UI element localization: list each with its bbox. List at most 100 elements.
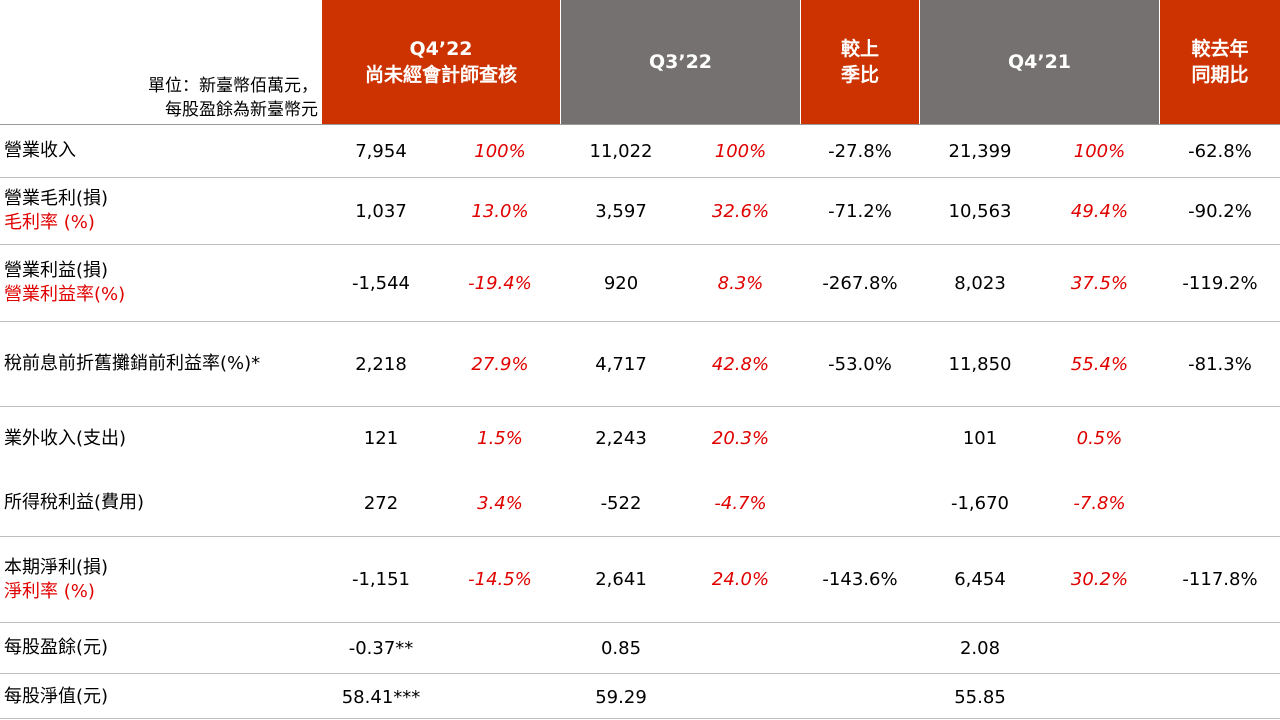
q3-22-percent (681, 674, 800, 720)
q3-22-percent: 8.3% (717, 272, 764, 294)
q4-21-percent: 0.5% (1076, 428, 1123, 449)
row-sublabel: 毛利率 (%) (4, 212, 95, 233)
q3-22-percent: 42.8% (711, 353, 770, 375)
q4-21-percent: 49.4% (1070, 200, 1129, 222)
row-divider (0, 536, 1280, 537)
header-q4-21: Q4’21 (920, 0, 1159, 124)
q4-22-percent: 13.0% (471, 200, 529, 222)
row-label-text: 每股盈餘(元) (4, 637, 109, 658)
yoy-value: -81.3% (1188, 353, 1252, 375)
row-label-text: 本期淨利(損) (4, 556, 109, 578)
qoq-value: -53.0% (828, 353, 892, 375)
q3-22-percent: 24.0% (711, 569, 770, 590)
header-yoy: 較去年 同期比 (1160, 0, 1280, 124)
header-q4-21-title: Q4’21 (1007, 51, 1072, 73)
row-divider (0, 673, 1280, 674)
q4-21-percent: 55.4% (1070, 353, 1129, 375)
q3-22-value: 59.29 (595, 686, 647, 708)
table-row: 本期淨利(損) 淨利率 (%) -1,151 -14.5% 2,641 24.0… (0, 537, 1280, 622)
q3-22-value: 920 (603, 272, 639, 294)
q4-22-percent: 1.5% (477, 428, 523, 449)
q4-21-value: 55.85 (954, 686, 1006, 708)
row-label: 所得稅利益(費用) (4, 470, 144, 536)
yoy-value: -119.2% (1182, 272, 1258, 294)
yoy-value (1160, 407, 1280, 470)
q3-22-value: 0.85 (600, 637, 642, 659)
q4-22-percent (440, 623, 560, 673)
row-label: 營業利益(損) 營業利益率(%) (4, 245, 125, 321)
row-label-text: 營業毛利(損) (4, 188, 109, 209)
q3-22-value: 3,597 (595, 200, 647, 222)
header-q3-22-title: Q3’22 (648, 51, 713, 73)
table-row: 稅前息前折舊攤銷前利益率(%)* 2,218 27.9% 4,717 42.8%… (0, 322, 1280, 406)
unit-note-line2: 每股盈餘為新臺幣元 (165, 100, 318, 120)
q3-22-value: 2,641 (595, 569, 647, 590)
yoy-value: -90.2% (1188, 200, 1252, 222)
row-label-text: 稅前息前折舊攤銷前利益率(%)* (4, 353, 261, 374)
q4-22-percent: 100% (474, 140, 526, 162)
yoy-value: -62.8% (1188, 140, 1252, 162)
q4-22-percent: 3.4% (477, 492, 523, 514)
row-label-text: 每股淨值(元) (4, 686, 109, 707)
header-qoq: 較上 季比 (801, 0, 919, 124)
header-q4-22: Q4’22 尚未經會計師查核 (322, 0, 560, 124)
table-row: 業外收入(支出) 121 1.5% 2,243 20.3% 101 0.5% (0, 407, 1280, 470)
table-row: 每股淨值(元) 58.41*** 59.29 55.85 (0, 674, 1280, 720)
unit-note: 單位：新臺幣佰萬元， 每股盈餘為新臺幣元 (0, 0, 318, 124)
table-row: 營業毛利(損) 毛利率 (%) 1,037 13.0% 3,597 32.6% … (0, 178, 1280, 244)
yoy-value (1160, 623, 1280, 673)
q4-21-value: 21,399 (948, 140, 1012, 162)
q4-21-percent: 30.2% (1070, 569, 1129, 590)
q4-21-value: 8,023 (954, 272, 1006, 294)
qoq-value (801, 407, 919, 470)
row-divider (0, 177, 1280, 178)
row-label: 業外收入(支出) (4, 407, 126, 470)
q4-22-percent (440, 674, 560, 720)
q4-22-value: 7,954 (355, 140, 407, 162)
row-divider (0, 321, 1280, 322)
qoq-value (801, 623, 919, 673)
q3-22-value: 4,717 (595, 353, 647, 375)
table-row: 營業利益(損) 營業利益率(%) -1,544 -19.4% 920 8.3% … (0, 245, 1280, 321)
row-sublabel: 營業利益率(%) (4, 284, 126, 305)
q4-21-value: 101 (962, 428, 998, 449)
header-yoy-line2: 同期比 (1191, 64, 1249, 86)
header-qoq-line2: 季比 (840, 64, 879, 86)
q4-21-value: 6,454 (954, 569, 1006, 590)
q4-21-value: 11,850 (948, 353, 1012, 375)
row-label-text: 營業收入 (4, 140, 76, 161)
q4-22-value: -1,151 (351, 569, 411, 590)
q4-22-value: 1,037 (355, 200, 407, 222)
yoy-value (1160, 674, 1280, 720)
q4-21-value: 10,563 (948, 200, 1012, 222)
row-label: 營業毛利(損) 毛利率 (%) (4, 178, 108, 244)
table-row: 每股盈餘(元) -0.37** 0.85 2.08 (0, 623, 1280, 673)
row-label: 每股盈餘(元) (4, 623, 108, 673)
qoq-value: -143.6% (822, 569, 898, 590)
yoy-value (1160, 470, 1280, 536)
q4-22-value: 58.41*** (341, 686, 421, 708)
q4-22-percent: -14.5% (468, 569, 532, 590)
row-divider (0, 406, 1280, 407)
q4-22-percent: 27.9% (471, 353, 529, 375)
q4-21-percent: -7.8% (1073, 492, 1126, 514)
header-q3-22: Q3’22 (561, 0, 800, 124)
q3-22-value: 2,243 (595, 428, 647, 449)
q3-22-percent: -4.7% (714, 492, 767, 514)
qoq-value: -267.8% (822, 272, 898, 294)
q4-21-value: 2.08 (959, 637, 1001, 659)
table-row: 營業收入 7,954 100% 11,022 100% -27.8% 21,39… (0, 125, 1280, 177)
qoq-value (801, 674, 919, 720)
row-label-text: 業外收入(支出) (4, 427, 127, 449)
row-label: 營業收入 (4, 125, 76, 177)
q4-22-value: -0.37** (348, 637, 414, 659)
row-divider (0, 244, 1280, 245)
q4-21-percent (1040, 674, 1159, 720)
row-label: 本期淨利(損) 淨利率 (%) (4, 537, 108, 622)
row-sublabel: 淨利率 (%) (4, 580, 95, 602)
q3-22-percent: 100% (714, 140, 767, 162)
q4-21-percent (1040, 623, 1159, 673)
qoq-value: -27.8% (828, 140, 892, 162)
q4-21-percent: 37.5% (1070, 272, 1129, 294)
